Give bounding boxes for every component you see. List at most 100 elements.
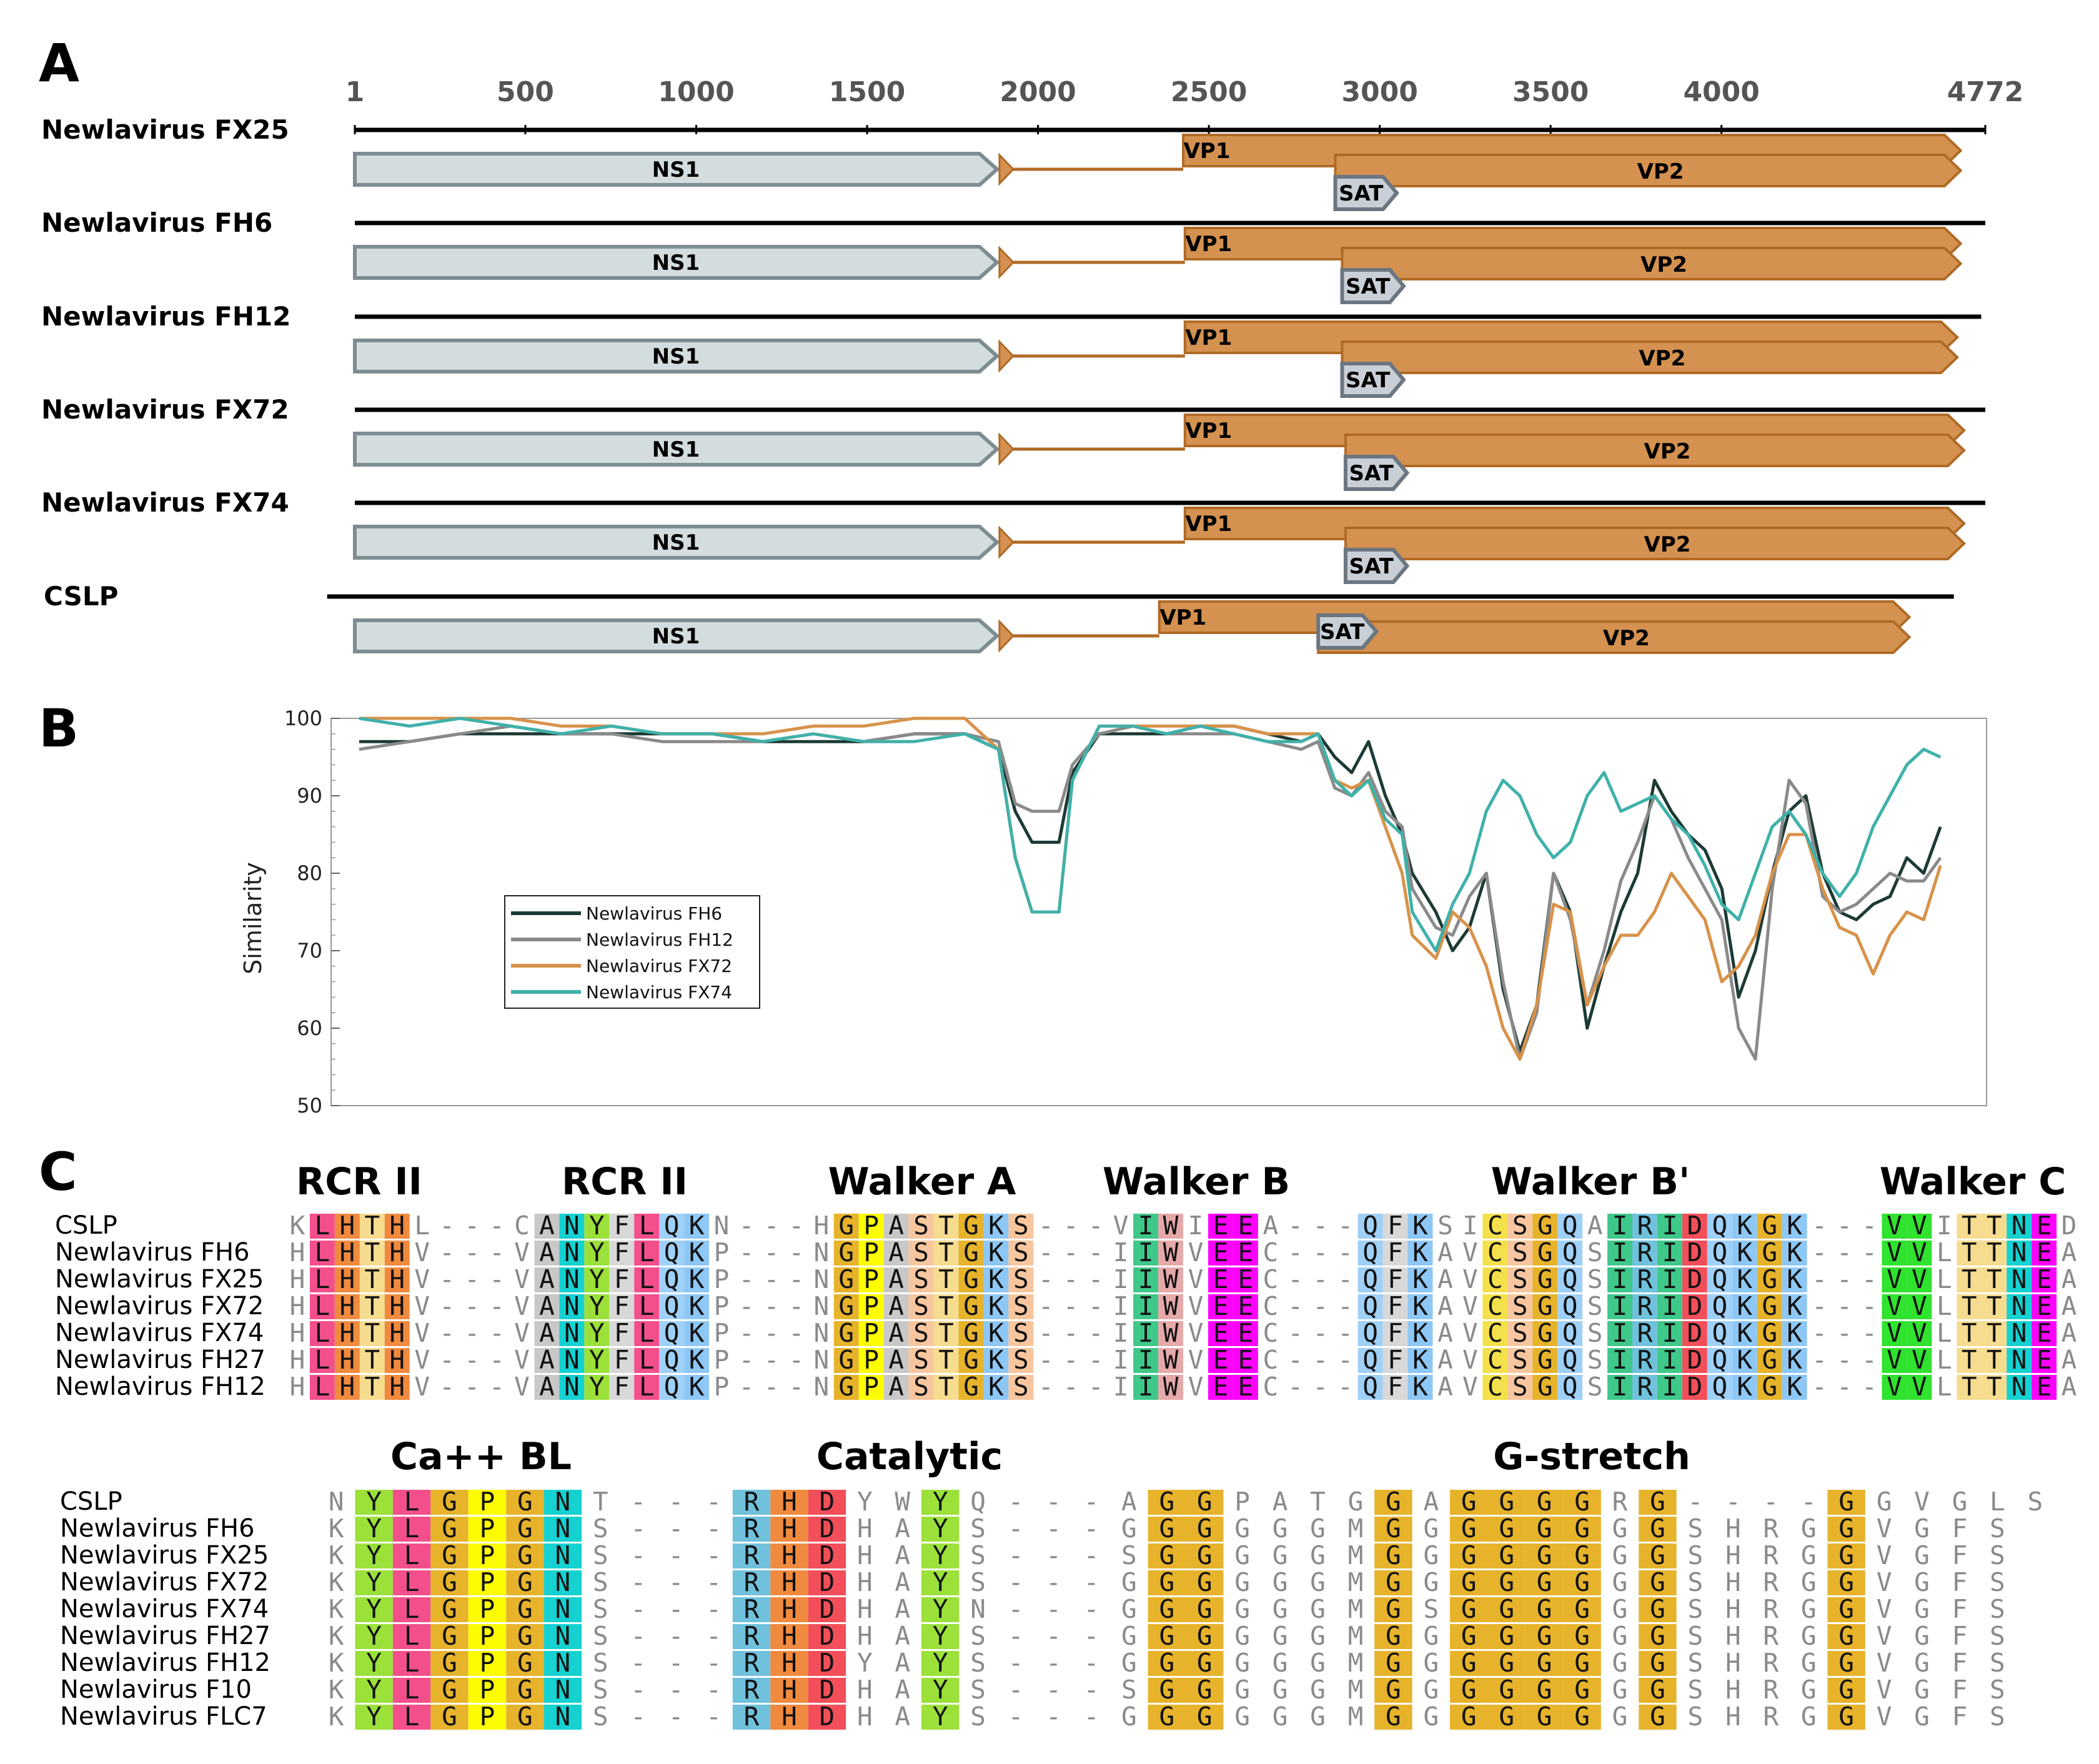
residue-bg [1732, 1241, 1757, 1266]
residue: - [706, 1540, 722, 1570]
residue-bg [1563, 1517, 1601, 1542]
residue-bg [1148, 1651, 1186, 1676]
residue: A [2062, 1291, 2077, 1321]
residue-bg [1607, 1241, 1632, 1266]
residue: V [514, 1345, 530, 1375]
residue: Y [366, 1487, 382, 1517]
residue: S [1990, 1702, 2005, 1732]
residue-bg [1757, 1348, 1782, 1373]
residue-bg [543, 1517, 582, 1542]
residue-bg [1532, 1214, 1558, 1239]
residue: N [813, 1291, 829, 1321]
residue: T [364, 1345, 380, 1375]
residue-bg [1407, 1267, 1433, 1292]
residue: G [1159, 1675, 1174, 1705]
residue: - [439, 1291, 455, 1321]
residue-bg [1782, 1267, 1807, 1292]
residue: H [389, 1345, 405, 1375]
residue-bg [1450, 1544, 1488, 1568]
residue-bg [1148, 1678, 1186, 1703]
residue: - [1288, 1372, 1303, 1402]
residue: G [1386, 1487, 1401, 1517]
residue: - [1046, 1675, 1061, 1705]
residue: S [1990, 1675, 2005, 1705]
residue-bg [1757, 1214, 1782, 1239]
residue-bg [1374, 1597, 1412, 1622]
residue: R [1763, 1567, 1779, 1597]
residue: N [2012, 1264, 2027, 1294]
residue: H [340, 1291, 355, 1321]
residue: F [1952, 1594, 1968, 1624]
residue: G [838, 1211, 854, 1241]
residue-bg [359, 1214, 385, 1239]
residue: P [714, 1318, 730, 1348]
residue: H [290, 1372, 305, 1402]
residue: I [1113, 1345, 1129, 1375]
residue-bg [468, 1705, 507, 1730]
residue: L [1937, 1318, 1952, 1348]
residue: G [1914, 1567, 1930, 1597]
residue-bg [1882, 1375, 1907, 1400]
residue: Q [1362, 1237, 1378, 1267]
residue: - [1337, 1211, 1353, 1241]
residue: K [1787, 1237, 1802, 1267]
residue: T [364, 1372, 380, 1402]
residue: - [1046, 1594, 1061, 1624]
residue: G [1499, 1540, 1514, 1570]
residue: T [1962, 1372, 1977, 1402]
residue: K [689, 1345, 705, 1375]
residue-bg [921, 1705, 960, 1730]
residue: I [1113, 1264, 1129, 1294]
residue: G [1499, 1702, 1514, 1732]
vp2-label: VP2 [1637, 159, 1684, 184]
residue: S [1990, 1540, 2005, 1570]
residue: L [315, 1264, 330, 1294]
residue: P [480, 1648, 495, 1678]
residue: D [820, 1540, 835, 1570]
residue: - [1008, 1514, 1024, 1544]
residue: - [1046, 1540, 1061, 1570]
legend-label: Newlavirus FH6 [586, 903, 722, 924]
residue: Y [933, 1514, 948, 1544]
residue-bg [1557, 1214, 1583, 1239]
residue: N [555, 1621, 570, 1651]
residue-bg [1208, 1321, 1233, 1346]
residue-bg [1008, 1375, 1034, 1400]
residue-bg [355, 1705, 393, 1730]
residue: H [389, 1237, 405, 1267]
residue: G [442, 1487, 457, 1517]
residue: - [706, 1594, 722, 1624]
residue: - [630, 1487, 646, 1517]
residue: Q [1562, 1318, 1578, 1348]
residue-bg [543, 1597, 582, 1622]
residue: G [1650, 1702, 1665, 1732]
vp1-label: VP1 [1185, 325, 1232, 350]
residue: V [1188, 1237, 1204, 1267]
residue: - [1008, 1540, 1024, 1570]
residue: H [340, 1264, 355, 1294]
residue-bg [634, 1348, 660, 1373]
residue: - [1038, 1264, 1054, 1294]
ns1-gene [353, 245, 1000, 280]
residue: N [329, 1487, 344, 1517]
ruler-tick-label: 500 [497, 76, 554, 108]
residue-bg [1148, 1544, 1186, 1568]
residue: N [564, 1372, 580, 1402]
residue: P [480, 1675, 495, 1705]
residue: P [480, 1702, 495, 1732]
residue-bg [858, 1214, 884, 1239]
residue: E [1213, 1211, 1229, 1241]
residue-bg [392, 1597, 431, 1622]
vp2-label: VP2 [1644, 439, 1691, 464]
residue: S [913, 1345, 929, 1375]
ns1-label: NS1 [652, 157, 700, 182]
residue: A [895, 1514, 910, 1544]
residue: T [364, 1211, 380, 1241]
genome-name: CSLP [44, 581, 118, 612]
residue: P [714, 1372, 730, 1402]
residue: K [988, 1237, 1004, 1267]
residue: G [1234, 1514, 1250, 1544]
residue: E [1238, 1372, 1254, 1402]
residue-bg [908, 1294, 934, 1319]
